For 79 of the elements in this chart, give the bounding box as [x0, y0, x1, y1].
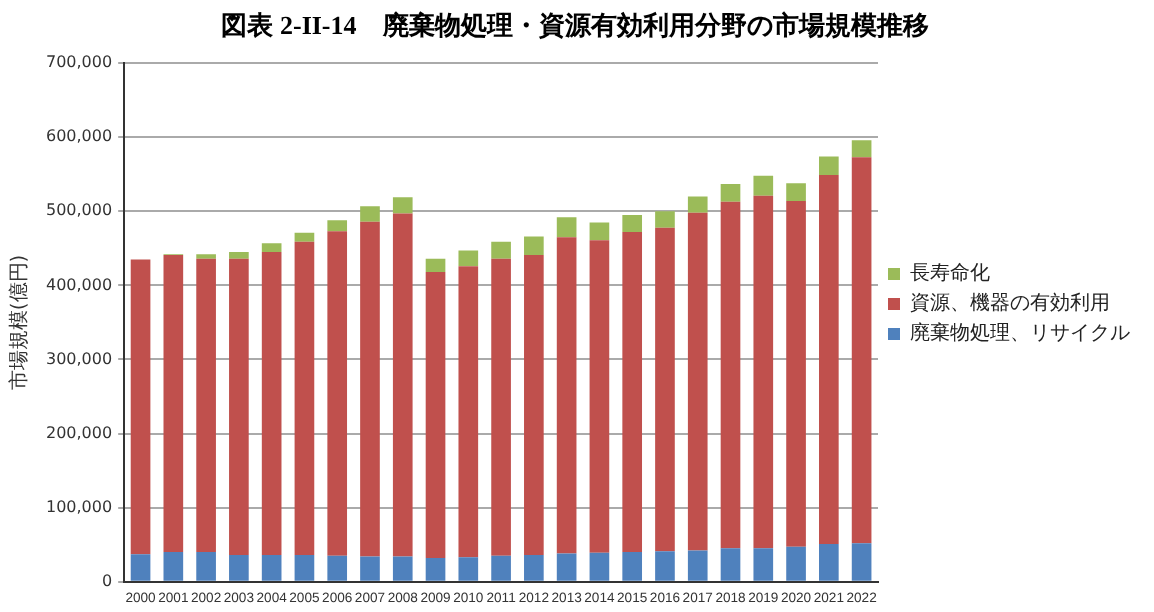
legend-label: 資源、機器の有効利用 [910, 291, 1110, 316]
bar [130, 554, 151, 581]
bar [687, 550, 708, 581]
bar [196, 552, 216, 581]
bar [524, 555, 544, 581]
bar [327, 220, 348, 232]
bar [655, 551, 675, 581]
legend-label: 廃棄物処理、リサイクル [910, 321, 1130, 346]
bar [589, 240, 610, 553]
bar [294, 241, 315, 556]
bar [491, 258, 511, 556]
bar [786, 200, 806, 547]
bar [753, 548, 774, 581]
bar [720, 201, 741, 549]
legend-label: 長寿命化 [910, 261, 990, 286]
y-tick-label: 0 [101, 571, 113, 590]
y-axis-title: 市場規模(億円) [7, 254, 32, 391]
bar [655, 227, 675, 552]
bar [851, 543, 872, 581]
bar [425, 557, 446, 581]
bar [851, 140, 872, 158]
y-tick-label: 100,000 [45, 497, 113, 516]
bar [786, 546, 806, 581]
bar [163, 255, 184, 553]
bar [687, 212, 708, 551]
bar [622, 215, 643, 233]
bar [294, 555, 315, 581]
y-tick-label: 500,000 [45, 201, 113, 220]
bar [622, 552, 643, 581]
bar [786, 183, 806, 201]
bar [589, 222, 610, 241]
bar [327, 555, 348, 581]
bar [458, 266, 479, 558]
bar [425, 258, 446, 273]
bar [819, 543, 839, 581]
bar [556, 237, 577, 554]
bar [589, 552, 610, 581]
bar [360, 556, 380, 581]
bar [229, 258, 249, 556]
y-tick-label: 200,000 [45, 423, 113, 442]
bar [229, 555, 249, 581]
bar [360, 221, 380, 557]
chart-title: 図表 2-II-14 廃棄物処理・資源有効利用分野の市場規模推移 [221, 10, 929, 41]
bar [163, 552, 184, 581]
bar [392, 197, 413, 214]
y-tick-label: 700,000 [45, 53, 113, 72]
bar [622, 232, 643, 553]
bar [327, 231, 348, 556]
bar [819, 156, 839, 176]
y-tick-label: 400,000 [45, 275, 113, 294]
bar [720, 183, 741, 202]
bar [687, 196, 708, 213]
bar [458, 557, 479, 581]
bar [425, 272, 446, 558]
bar [491, 241, 511, 259]
bar [294, 232, 315, 242]
bar [458, 250, 479, 267]
y-tick-label: 600,000 [45, 127, 113, 146]
bar [556, 553, 577, 581]
bar [753, 195, 774, 549]
bar [130, 259, 151, 555]
bar [753, 175, 774, 196]
bar [819, 175, 839, 544]
bar [360, 206, 380, 222]
bar [720, 548, 741, 581]
bar [261, 252, 282, 556]
y-tick-label: 300,000 [45, 349, 113, 368]
bar [655, 211, 675, 228]
bar [491, 555, 511, 581]
bar [229, 252, 249, 259]
bar [261, 243, 282, 253]
bar [261, 555, 282, 581]
bar [196, 258, 216, 553]
bar [556, 217, 577, 238]
bar [524, 236, 544, 256]
bar [392, 556, 413, 581]
bar [392, 213, 413, 557]
bar [851, 157, 872, 544]
bar [524, 255, 544, 556]
